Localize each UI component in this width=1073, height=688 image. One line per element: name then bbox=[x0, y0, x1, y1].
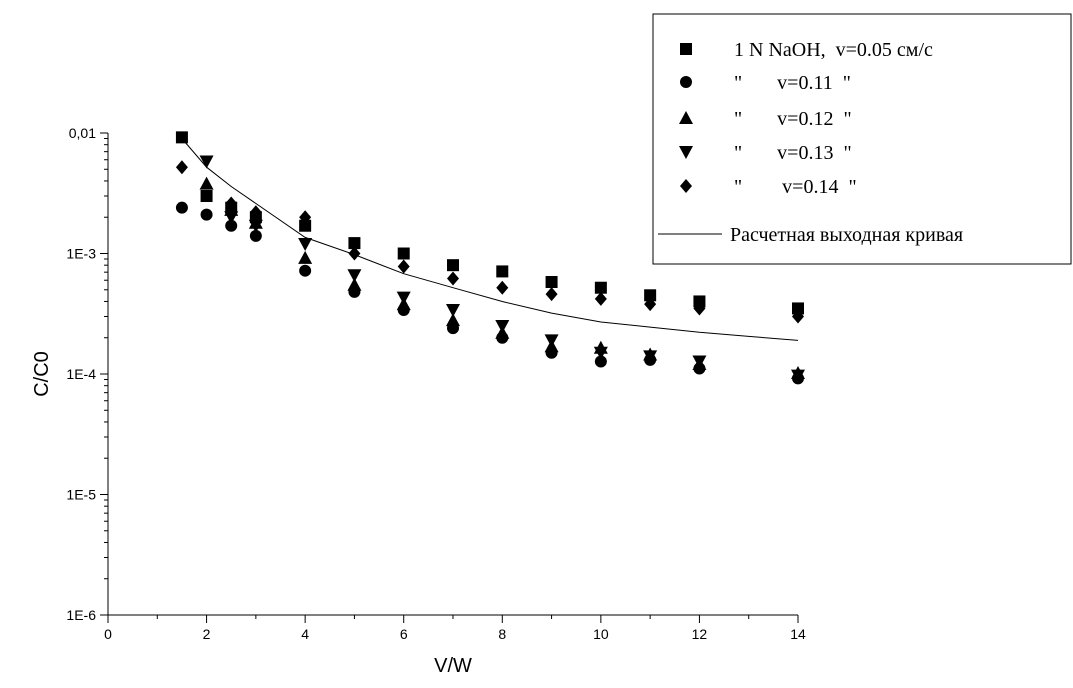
legend-marker-triangle-up bbox=[679, 111, 693, 124]
data-point-triangle-down bbox=[224, 211, 239, 225]
data-point-diamond bbox=[397, 259, 410, 274]
x-tick-label: 8 bbox=[498, 626, 506, 642]
series-5-points bbox=[175, 160, 804, 324]
data-point-triangle-down bbox=[248, 219, 263, 233]
data-point-triangle-up bbox=[298, 250, 313, 264]
data-point-square bbox=[792, 302, 804, 315]
legend: 1 N NaOH, v=0.05 см/с " v=0.11 " " v=0.12 … bbox=[652, 13, 1072, 265]
legend-marker-triangle-down bbox=[679, 146, 693, 159]
data-point-square bbox=[299, 219, 312, 232]
data-point-square bbox=[397, 247, 410, 260]
series-4-points bbox=[199, 155, 805, 383]
data-point-diamond bbox=[225, 196, 238, 211]
x-tick-label: 6 bbox=[400, 626, 408, 642]
legend-label-series-4: " v=0.13 " bbox=[734, 142, 852, 164]
data-point-circle bbox=[225, 219, 238, 232]
legend-label-series-5: " v=0.14 " bbox=[734, 176, 857, 198]
y-axis-title: C/C0 bbox=[31, 351, 53, 397]
x-tick-label: 14 bbox=[790, 626, 806, 642]
x-tick-label: 4 bbox=[301, 626, 309, 642]
data-point-triangle-down bbox=[446, 303, 460, 317]
data-point-diamond bbox=[447, 271, 459, 286]
data-point-triangle-up bbox=[347, 277, 362, 291]
data-point-triangle-down bbox=[791, 369, 805, 383]
x-tick-label: 2 bbox=[203, 626, 211, 642]
y-tick-label: 1E-3 bbox=[66, 246, 96, 262]
data-point-triangle-down bbox=[396, 291, 411, 305]
y-tick-label: 1E-4 bbox=[66, 366, 96, 382]
legend-label-series-3: " v=0.12 " bbox=[734, 108, 852, 130]
x-axis-title: V/W bbox=[434, 655, 472, 677]
data-point-square bbox=[175, 131, 188, 144]
data-point-square bbox=[348, 237, 361, 250]
y-tick-label: 1E-5 bbox=[66, 487, 96, 503]
chart-axes: 0 2 4 6 8 10 12 14 1E-6 1E-5 1E-4 1E-3 0,01 bbox=[66, 125, 806, 642]
legend-label-series-1: 1 N NaOH, v=0.05 см/с bbox=[734, 39, 933, 61]
x-tick-label: 10 bbox=[593, 626, 609, 642]
data-point-square bbox=[644, 289, 657, 302]
data-point-diamond bbox=[594, 291, 607, 306]
data-point-triangle-down bbox=[298, 237, 313, 251]
data-point-square bbox=[496, 265, 509, 278]
data-point-diamond bbox=[299, 210, 312, 225]
data-point-diamond bbox=[249, 205, 262, 220]
data-point-circle bbox=[594, 355, 607, 368]
data-point-diamond bbox=[644, 297, 657, 312]
x-tick-label: 12 bbox=[692, 626, 708, 642]
data-point-square bbox=[200, 190, 213, 203]
data-point-triangle-down bbox=[643, 350, 658, 364]
data-point-circle bbox=[299, 264, 312, 277]
legend-marker-circle bbox=[680, 76, 692, 88]
legend-label-series-2: " v=0.11 " bbox=[734, 72, 851, 94]
data-point-triangle-down bbox=[495, 320, 510, 334]
calculated-curve-line bbox=[181, 138, 799, 341]
data-point-triangle-down bbox=[544, 334, 559, 348]
data-point-triangle-down bbox=[692, 355, 707, 369]
data-point-circle bbox=[175, 201, 188, 214]
legend-marker-diamond bbox=[680, 179, 692, 193]
data-point-square bbox=[545, 276, 558, 289]
data-points-layer bbox=[175, 131, 805, 385]
legend-marker-square bbox=[680, 43, 692, 55]
calculated-curve-layer bbox=[181, 138, 799, 341]
data-point-triangle-up bbox=[199, 176, 214, 190]
data-point-diamond bbox=[693, 301, 706, 316]
data-point-diamond bbox=[496, 280, 509, 295]
data-point-triangle-down bbox=[347, 269, 362, 283]
y-tick-label: 1E-6 bbox=[66, 607, 96, 623]
y-tick-label: 0,01 bbox=[69, 125, 96, 141]
legend-box bbox=[652, 13, 1072, 265]
data-point-circle bbox=[249, 229, 262, 242]
data-point-triangle-up bbox=[446, 313, 460, 327]
data-point-square bbox=[447, 259, 459, 272]
data-point-diamond bbox=[175, 160, 188, 175]
data-point-triangle-down bbox=[593, 346, 608, 360]
data-point-diamond bbox=[792, 309, 804, 324]
x-tick-label: 0 bbox=[104, 626, 112, 642]
legend-label-calculated-curve: Расчетная выходная кривая bbox=[730, 224, 963, 246]
data-point-diamond bbox=[545, 287, 558, 302]
data-point-diamond bbox=[348, 246, 361, 261]
data-point-triangle-down bbox=[199, 155, 214, 169]
data-point-circle bbox=[200, 208, 213, 221]
data-point-square bbox=[594, 281, 607, 294]
